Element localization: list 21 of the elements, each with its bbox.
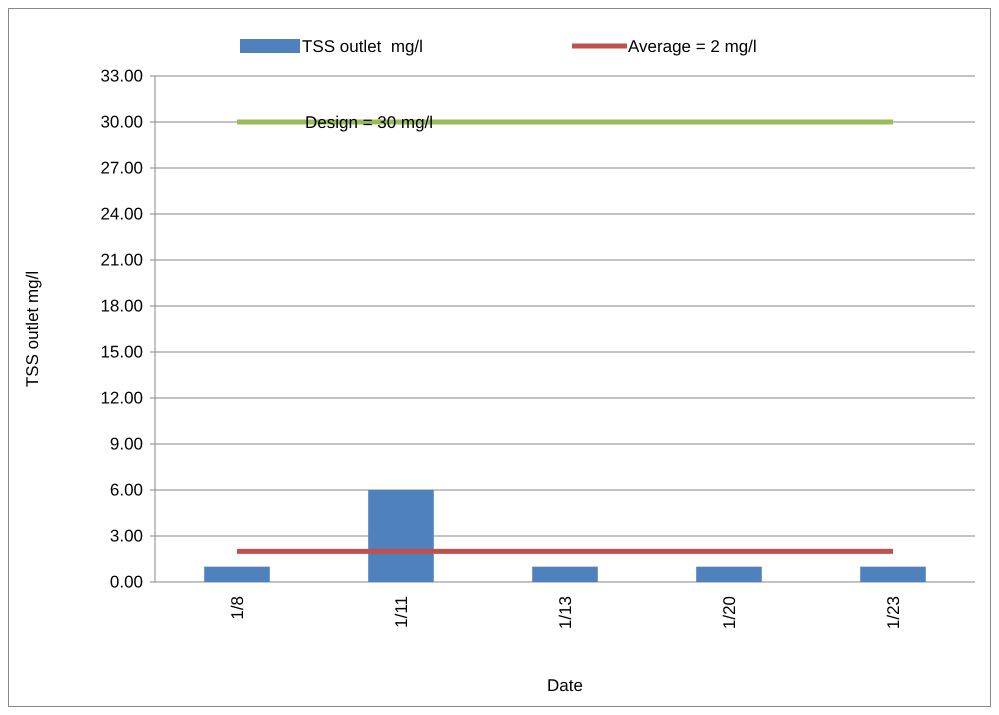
legend-label: TSS outlet mg/l	[302, 36, 423, 56]
x-tick-label: 1/8	[228, 596, 247, 620]
y-tick-label: 15.00	[100, 342, 143, 362]
y-tick-label: 21.00	[100, 250, 143, 270]
y-tick-label: 30.00	[100, 112, 143, 132]
x-axis-title: Date	[547, 676, 583, 695]
y-axis-title: TSS outlet mg/l	[23, 270, 42, 388]
y-tick-label: 12.00	[100, 388, 143, 408]
y-tick-label: 0.00	[110, 572, 143, 592]
y-tick-label: 6.00	[110, 480, 143, 500]
y-tick-label: 9.00	[110, 434, 143, 454]
legend-label: Average = 2 mg/l	[628, 36, 757, 56]
y-tick-label: 24.00	[100, 204, 143, 224]
y-tick-label: 33.00	[100, 66, 143, 86]
x-tick-label: 1/11	[392, 596, 411, 628]
x-tick-label: 1/13	[556, 596, 575, 630]
y-tick-label: 18.00	[100, 296, 143, 316]
y-tick-label: 3.00	[110, 526, 143, 546]
x-tick-label: 1/20	[720, 596, 739, 630]
x-tick-label: 1/23	[884, 596, 903, 630]
y-tick-label: 27.00	[100, 158, 143, 178]
